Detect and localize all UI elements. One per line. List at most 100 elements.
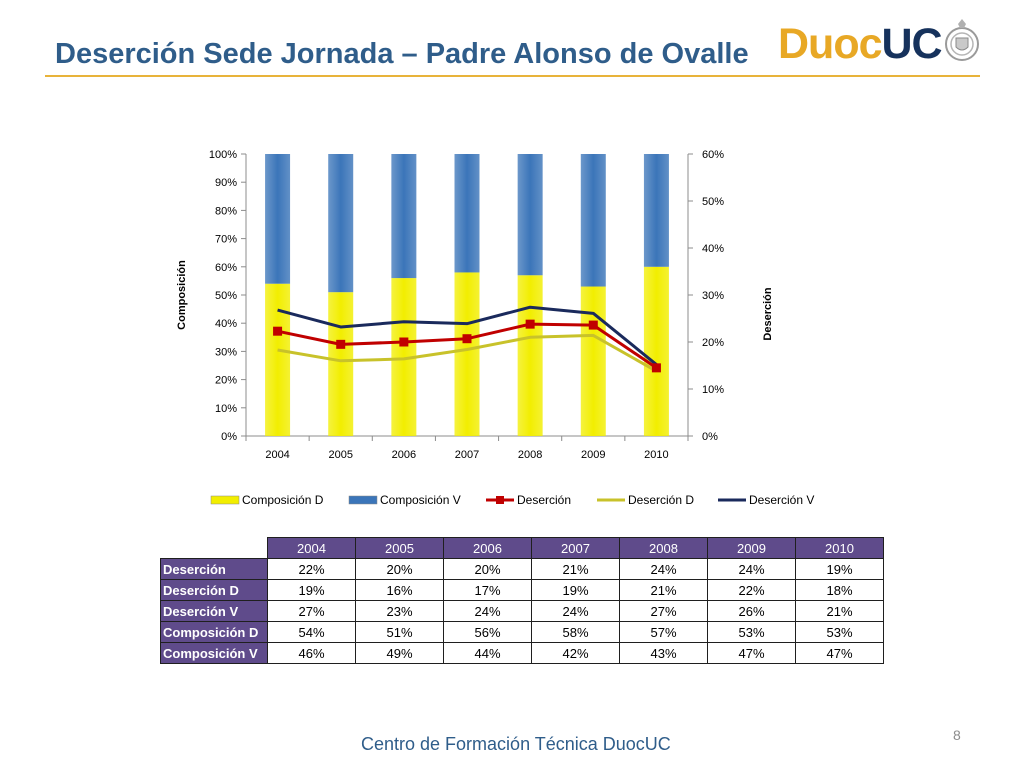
table-cell: 46% (267, 642, 356, 664)
bar-composicion-v-2004 (265, 154, 291, 284)
legend-label-desercion-d: Deserción D (628, 493, 694, 507)
y-tick-label: 0% (221, 431, 237, 443)
row-label: Composición D (160, 621, 268, 643)
title-underline (45, 75, 980, 77)
table-cell: 17% (443, 579, 532, 601)
legend-label-desercion: Deserción (517, 493, 571, 507)
secondary-y-tick-label: 10% (702, 384, 724, 396)
table-cell: 43% (619, 642, 708, 664)
legend-label-composicion-v: Composición V (380, 493, 461, 507)
table-cell: 21% (619, 579, 708, 601)
table-header-2004: 2004 (267, 537, 356, 559)
y-tick-label: 100% (209, 149, 237, 161)
x-tick-label: 2005 (328, 449, 352, 461)
marker-desercion-2008 (525, 319, 535, 329)
bar-composicion-d-2010 (643, 266, 669, 436)
table-header-2009: 2009 (707, 537, 796, 559)
marker-desercion-2005 (336, 339, 346, 349)
table-cell: 22% (267, 558, 356, 580)
table-cell: 26% (707, 600, 796, 622)
bar-composicion-v-2010 (643, 154, 669, 267)
bar-composicion-v-2007 (454, 154, 480, 273)
table-cell: 22% (707, 579, 796, 601)
table-cell: 24% (619, 558, 708, 580)
row-label: Deserción D (160, 579, 268, 601)
table-cell: 21% (795, 600, 884, 622)
secondary-y-tick-label: 50% (702, 196, 724, 208)
table-cell: 23% (355, 600, 444, 622)
marker-desercion-2010 (651, 363, 661, 373)
table-cell: 49% (355, 642, 444, 664)
table-row: Deserción V 27% 23% 24% 24% 27% 26% 21% (160, 600, 884, 622)
table-cell: 44% (443, 642, 532, 664)
legend-label-desercion-v: Deserción V (749, 493, 814, 507)
marker-desercion-2009 (588, 320, 598, 330)
table-cell: 47% (795, 642, 884, 664)
legend-label-composicion-d: Composición D (242, 493, 324, 507)
x-tick-label: 2009 (581, 449, 605, 461)
x-tick-label: 2006 (392, 449, 416, 461)
marker-desercion-2006 (399, 337, 409, 347)
bar-composicion-v-2006 (391, 154, 417, 279)
table-corner (160, 537, 268, 559)
marker-desercion-2004 (273, 326, 283, 336)
table-cell: 54% (267, 621, 356, 643)
table-cell: 57% (619, 621, 708, 643)
legend-swatch-composicion-v (348, 495, 378, 505)
table-row: Deserción D 19% 16% 17% 19% 21% 22% 18% (160, 579, 884, 601)
row-label: Composición V (160, 642, 268, 664)
table-cell: 18% (795, 579, 884, 601)
table-header-2010: 2010 (795, 537, 884, 559)
table-cell: 24% (443, 600, 532, 622)
bar-composicion-d-2007 (454, 272, 480, 436)
row-label: Deserción (160, 558, 268, 580)
table-row: Deserción 22% 20% 20% 21% 24% 24% 19% (160, 558, 884, 580)
secondary-y-tick-label: 30% (702, 290, 724, 302)
bar-composicion-d-2008 (517, 275, 543, 436)
table-cell: 20% (355, 558, 444, 580)
logo-wordmark: DuocUC (778, 20, 943, 69)
table-cell: 27% (267, 600, 356, 622)
table-cell: 19% (795, 558, 884, 580)
bar-composicion-v-2009 (580, 154, 606, 287)
table-header-2007: 2007 (531, 537, 620, 559)
table-cell: 58% (531, 621, 620, 643)
table-cell: 47% (707, 642, 796, 664)
y-tick-label: 70% (215, 234, 237, 246)
y-tick-label: 20% (215, 375, 237, 387)
y-tick-label: 50% (215, 290, 237, 302)
table-header-2005: 2005 (355, 537, 444, 559)
bar-composicion-d-2009 (580, 286, 606, 436)
duocuc-logo: DuocUC (778, 18, 983, 70)
secondary-y-tick-label: 60% (702, 149, 724, 161)
table-cell: 42% (531, 642, 620, 664)
secondary-y-axis-title: Deserción (762, 287, 774, 340)
x-tick-label: 2004 (265, 449, 289, 461)
marker-desercion-2007 (462, 334, 472, 344)
table-cell: 53% (795, 621, 884, 643)
legend-marker-desercion (496, 496, 504, 504)
table-cell: 19% (531, 579, 620, 601)
table-cell: 56% (443, 621, 532, 643)
line-desercion-d (277, 333, 658, 373)
y-axis-title: Composición (176, 260, 188, 330)
table-row: Composición D 54% 51% 56% 58% 57% 53% 53… (160, 621, 884, 643)
y-tick-label: 40% (215, 318, 237, 330)
table-cell: 24% (531, 600, 620, 622)
table-cell: 20% (443, 558, 532, 580)
logo-uc-text: UC (881, 20, 943, 68)
legend-swatch-composicion-d (210, 495, 240, 505)
y-tick-label: 60% (215, 262, 237, 274)
secondary-y-tick-label: 40% (702, 243, 724, 255)
table-row: Composición V 46% 49% 44% 42% 43% 47% 47… (160, 642, 884, 664)
page-number: 8 (953, 727, 961, 743)
y-tick-label: 80% (215, 205, 237, 217)
table-cell: 24% (707, 558, 796, 580)
table-cell: 53% (707, 621, 796, 643)
logo-duoc-text: Duoc (778, 20, 882, 68)
x-tick-label: 2008 (518, 449, 542, 461)
bar-composicion-v-2005 (328, 154, 354, 293)
data-table: 2004 2005 2006 2007 2008 2009 2010 Deser… (160, 537, 884, 664)
y-tick-label: 30% (215, 346, 237, 358)
footer-text: Centro de Formación Técnica DuocUC (361, 734, 671, 754)
